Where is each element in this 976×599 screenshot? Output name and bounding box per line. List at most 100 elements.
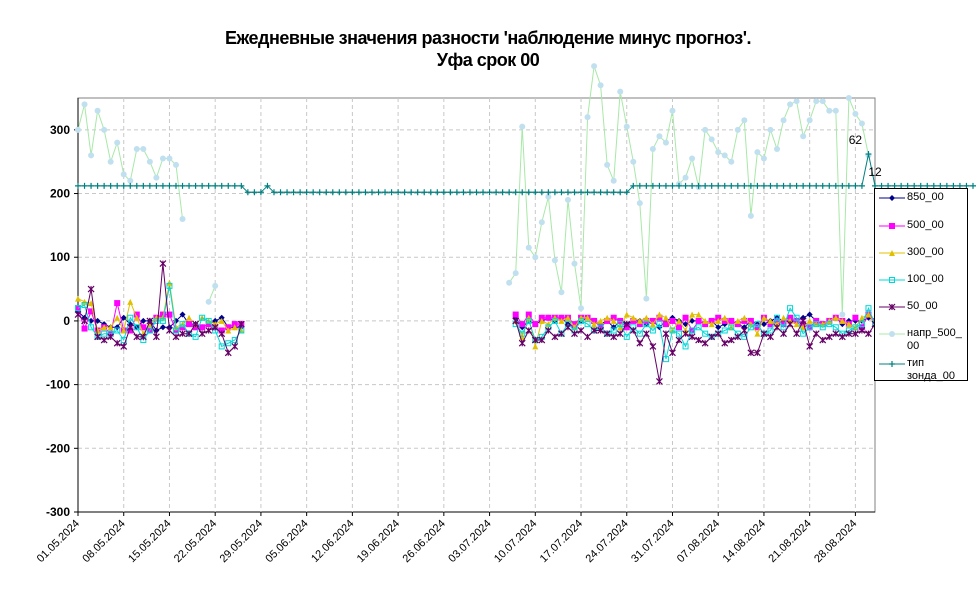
data-point: [630, 317, 637, 324]
data-point: [695, 182, 702, 189]
data-point: [865, 311, 872, 318]
data-point: [225, 327, 232, 334]
data-point: [643, 295, 650, 302]
data-point: [421, 189, 428, 196]
data-point: [943, 182, 950, 189]
data-point: [538, 317, 545, 324]
data-point: [133, 314, 140, 321]
data-point: [525, 311, 532, 318]
x-tick-label: 15.05.2024: [126, 518, 173, 565]
series-тип-зонда_00: [75, 151, 976, 196]
data-point: [179, 324, 186, 331]
data-point: [695, 324, 702, 331]
data-point: [388, 189, 395, 196]
data-point: [813, 98, 820, 105]
data-point: [395, 189, 402, 196]
legend-label: 50_00: [907, 300, 938, 312]
data-point: [754, 321, 761, 328]
data-point: [94, 182, 101, 189]
chart-title-line2: Уфа срок 00: [436, 50, 540, 70]
data-point: [950, 182, 957, 189]
data-point: [166, 155, 173, 162]
data-point: [878, 182, 885, 189]
y-tick-label: 0: [63, 314, 70, 328]
data-point: [753, 349, 761, 357]
data-point: [192, 333, 199, 340]
data-point: [133, 145, 140, 152]
legend: 850_00 500_00 300_00 100_00 50_00 напр_500_00…: [874, 188, 968, 382]
data-point: [643, 317, 650, 324]
data-point: [159, 311, 166, 318]
data-point: [741, 314, 748, 321]
data-point: [564, 314, 571, 321]
data-point: [238, 327, 245, 334]
data-point: [584, 314, 591, 321]
data-point: [858, 327, 866, 334]
data-point: [845, 321, 852, 328]
data-point: [702, 317, 709, 324]
data-point: [851, 330, 859, 338]
data-point: [806, 342, 814, 350]
data-point: [408, 189, 415, 196]
data-point: [531, 336, 539, 344]
data-point: [845, 95, 852, 101]
data-point: [205, 327, 213, 334]
data-point: [780, 324, 787, 331]
data-point: [917, 182, 924, 189]
data-point: [669, 182, 676, 189]
legend-item: тип зонда_00: [875, 357, 969, 387]
data-point: [760, 155, 767, 162]
data-point: [114, 314, 121, 321]
data-point: [473, 189, 480, 196]
data-point: [813, 317, 820, 324]
data-point: [617, 317, 624, 324]
data-point: [793, 330, 801, 338]
data-point: [179, 216, 186, 223]
data-point: [75, 126, 81, 133]
data-point: [734, 182, 741, 189]
data-point: [81, 302, 88, 308]
data-point: [656, 314, 663, 321]
data-point: [721, 317, 728, 324]
data-point: [858, 182, 865, 189]
data-point: [891, 182, 898, 189]
data-point: [740, 327, 748, 334]
data-point: [453, 189, 460, 196]
data-point: [610, 177, 617, 184]
data-point: [767, 327, 774, 334]
data-point: [564, 196, 571, 203]
data-point: [362, 189, 369, 196]
data-point: [107, 333, 115, 341]
data-point: [218, 317, 225, 324]
data-point: [767, 333, 774, 341]
data-point: [440, 189, 447, 196]
data-point: [551, 189, 558, 196]
data-point: [571, 321, 578, 328]
data-point: [852, 314, 859, 321]
data-point: [578, 189, 585, 196]
data-point: [623, 324, 630, 331]
data-point: [630, 314, 637, 321]
data-point: [636, 321, 643, 328]
data-point: [88, 308, 95, 315]
legend-marker: [889, 361, 895, 367]
data-point: [199, 324, 206, 331]
data-point: [525, 314, 532, 321]
data-point: [87, 285, 95, 293]
data-point: [904, 182, 911, 189]
legend-marker: [889, 277, 895, 283]
chart-title-line1: Ежедневные значения разности 'наблюдение…: [225, 28, 751, 48]
data-point: [584, 321, 591, 328]
data-point: [591, 63, 598, 70]
data-point: [819, 182, 826, 189]
data-point: [924, 182, 931, 189]
data-point: [231, 324, 238, 331]
y-tick-label: 100: [50, 250, 70, 264]
data-point: [682, 343, 689, 350]
data-point: [81, 101, 88, 108]
data-point: [747, 321, 754, 328]
data-point: [630, 182, 637, 189]
data-point: [212, 282, 219, 289]
data-point: [564, 189, 571, 196]
data-point: [329, 189, 336, 196]
